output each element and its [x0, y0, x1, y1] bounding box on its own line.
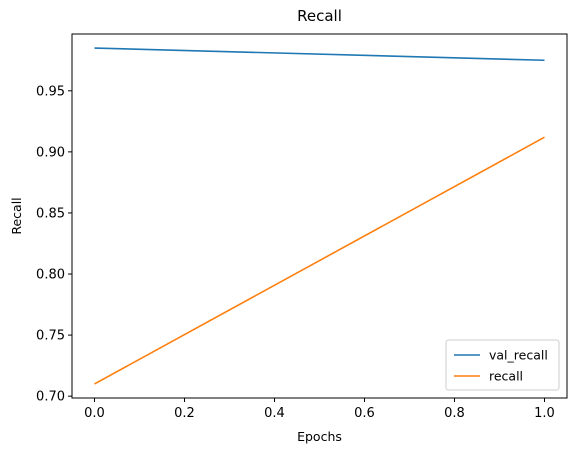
- y-tick-label: 0.85: [36, 206, 65, 221]
- series-layer: [94, 47, 545, 385]
- legend-label-val-recall: val_recall: [489, 348, 548, 363]
- plot-frame: [71, 33, 568, 399]
- y-tick-label: 0.75: [36, 329, 65, 344]
- x-tick-label: 1.0: [534, 406, 555, 421]
- x-tick-label: 0.6: [354, 406, 375, 421]
- ticks-layer: 0.0 0.2 0.4 0.6 0.8 1.0 0.70 0.75 0.80 0.85 0.90 0.…: [36, 84, 555, 421]
- legend-label-recall: recall: [489, 369, 523, 384]
- series-line-val-recall: [94, 47, 545, 62]
- x-tick-label: 0.8: [444, 406, 465, 421]
- x-tick-label: 0.2: [174, 406, 195, 421]
- chart-title: Recall: [297, 7, 342, 25]
- y-tick-label: 0.80: [36, 268, 65, 283]
- y-tick-label: 0.90: [36, 145, 65, 160]
- legend-box: [445, 339, 560, 391]
- x-tick-label: 0.0: [84, 406, 105, 421]
- y-tick-label: 0.70: [36, 390, 65, 405]
- y-axis-label: Recall: [9, 197, 24, 234]
- y-tick-label: 0.95: [36, 84, 65, 99]
- x-axis-label: Epochs: [297, 429, 342, 444]
- x-tick-label: 0.4: [264, 406, 285, 421]
- series-line-recall: [94, 136, 545, 385]
